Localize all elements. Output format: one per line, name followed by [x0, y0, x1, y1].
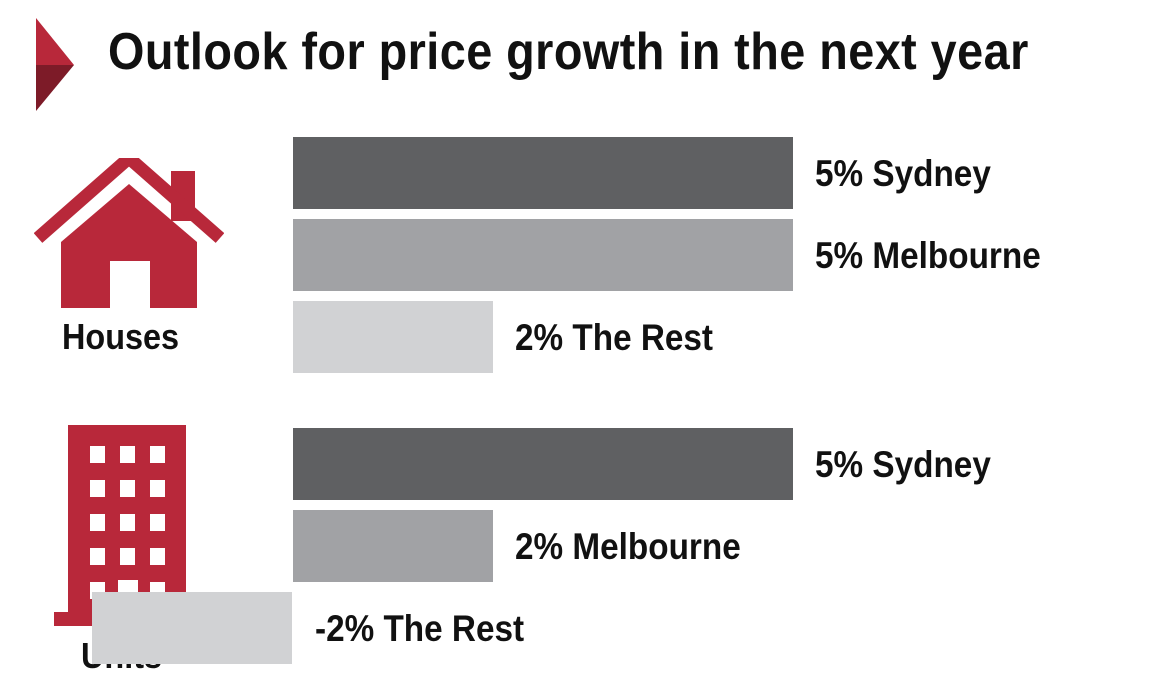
bar-houses-melbourne — [293, 219, 793, 291]
bar-units-the-rest — [92, 592, 292, 664]
houses-label: Houses — [62, 316, 180, 357]
data-label: 2% Melbourne — [515, 526, 741, 567]
bar-houses-the-rest — [293, 301, 493, 373]
bar-units-sydney — [293, 428, 793, 500]
data-label: 2% The Rest — [515, 317, 714, 358]
data-label: -2% The Rest — [315, 608, 525, 649]
data-label: 5% Melbourne — [815, 235, 1041, 276]
bar-units-melbourne — [293, 510, 493, 582]
chart-title: Outlook for price growth in the next yea… — [108, 23, 1029, 81]
bar-houses-sydney — [293, 137, 793, 209]
house-icon — [34, 158, 224, 308]
data-label: 5% Sydney — [815, 153, 991, 194]
data-label: 5% Sydney — [815, 444, 991, 485]
chevron-right-icon — [36, 18, 74, 111]
